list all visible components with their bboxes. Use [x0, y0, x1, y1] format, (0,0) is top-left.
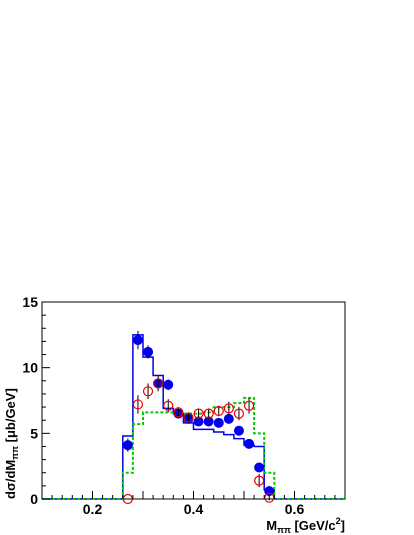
x-axis-title-rest: [GeV/c	[291, 518, 336, 533]
data-point-open	[122, 493, 133, 505]
histogram-layer	[42, 334, 345, 500]
data-point-open	[264, 492, 275, 503]
data-point-open	[203, 408, 214, 419]
data-point-filled	[163, 379, 174, 390]
data-point-open	[132, 399, 144, 410]
data-point-open	[233, 408, 245, 419]
x-axis-title-sup: 2	[336, 516, 341, 526]
histogram-dashed	[42, 396, 345, 500]
data-point-open	[213, 405, 224, 417]
data-point-open	[173, 407, 184, 418]
data-point-open	[193, 408, 204, 419]
axis-ticks	[41, 301, 346, 500]
x-tick-label: 0.6	[285, 501, 305, 517]
data-point-filled	[122, 440, 133, 451]
y-axis-title-main: dσ/dM	[3, 460, 18, 499]
y-axis-title: dσ/dMππ [μb/GeV]	[3, 388, 20, 499]
data-point-filled	[132, 335, 143, 346]
data-point-filled	[213, 417, 224, 428]
data-point-open	[183, 412, 194, 423]
data-point-layer	[122, 330, 275, 505]
y-tick-label: 5	[30, 425, 38, 441]
data-point-open	[223, 403, 234, 414]
data-point-open	[243, 400, 255, 411]
data-point-filled	[254, 462, 265, 473]
data-point-open	[254, 475, 265, 486]
x-axis-title-sub: ππ	[277, 525, 291, 535]
data-point-filled	[233, 425, 244, 436]
x-axis-title-main: M	[266, 518, 277, 533]
x-tick-label: 0.2	[83, 501, 103, 517]
y-axis-title-rest: [μb/GeV]	[3, 388, 18, 446]
data-point-filled	[244, 438, 255, 449]
data-point-open	[163, 400, 174, 411]
plot-frame	[41, 301, 346, 500]
data-point-open	[153, 378, 164, 389]
y-axis-title-sub: ππ	[10, 446, 20, 460]
y-tick-label: 15	[22, 294, 38, 310]
y-tick-label: 0	[30, 491, 38, 507]
data-point-filled	[143, 346, 154, 357]
histogram-solid	[42, 334, 345, 500]
x-axis-title-end: ]	[341, 518, 345, 533]
tick-labels: 0.2 0.4 0.6 0 5 10 15	[22, 294, 304, 517]
y-tick-label: 10	[22, 360, 38, 376]
data-point-open	[142, 386, 154, 397]
x-tick-label: 0.4	[184, 501, 204, 517]
x-axis-title: Mππ [GeV/c2]	[266, 516, 345, 535]
data-point-filled	[223, 413, 234, 424]
